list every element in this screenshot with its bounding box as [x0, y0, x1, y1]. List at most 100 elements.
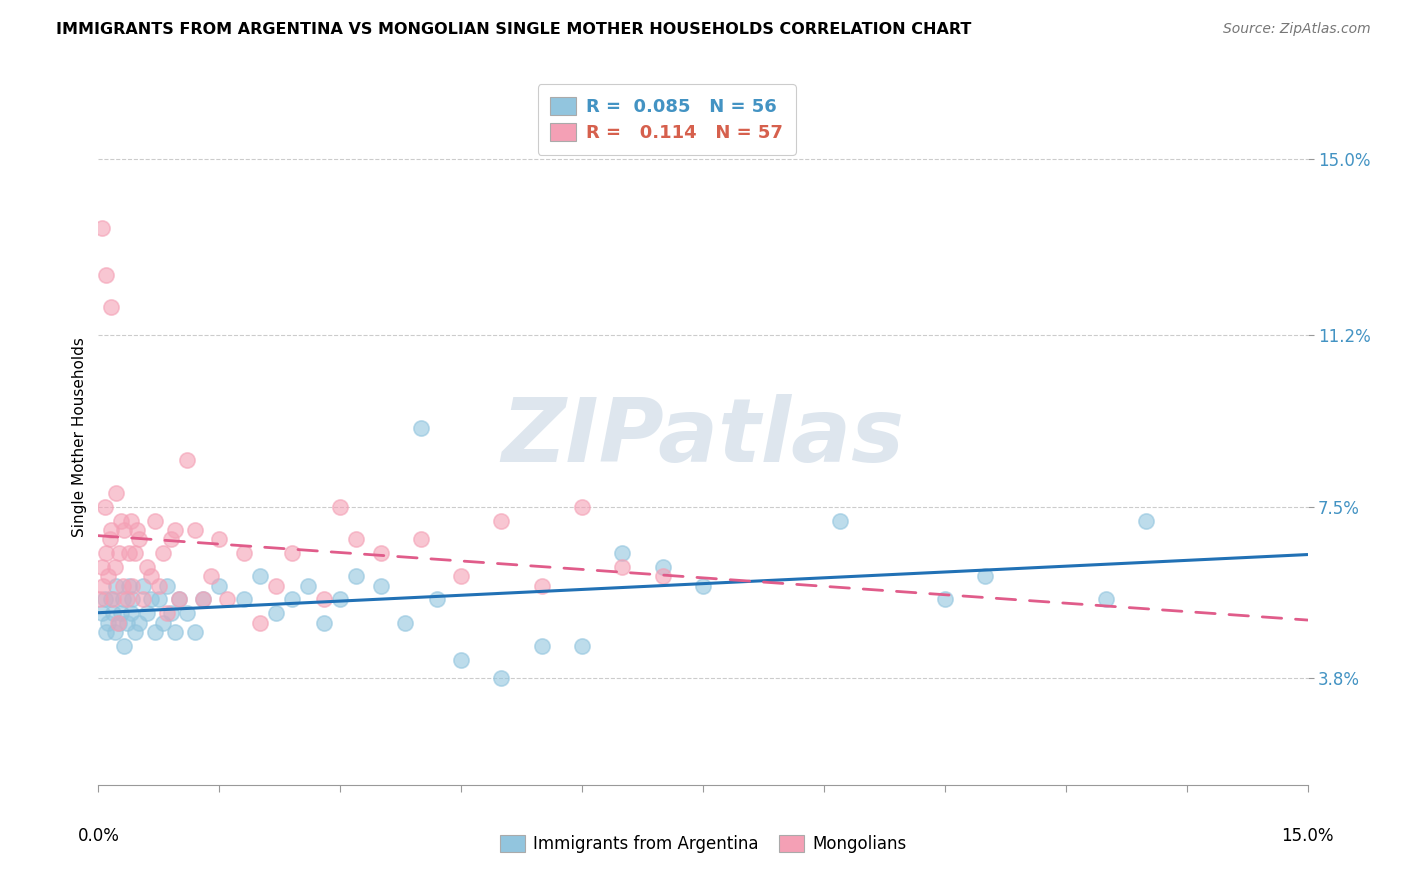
Point	[110, 514, 132, 528]
Point	[217, 592, 239, 607]
Point	[394, 615, 416, 630]
Point	[89, 592, 111, 607]
Point	[651, 560, 673, 574]
Point	[124, 546, 146, 560]
Point	[160, 532, 183, 546]
Point	[97, 615, 120, 630]
Legend: Immigrants from Argentina, Mongolians: Immigrants from Argentina, Mongolians	[494, 829, 912, 860]
Point	[105, 578, 128, 592]
Point	[167, 592, 190, 607]
Point	[409, 421, 432, 435]
Point	[132, 592, 155, 607]
Point	[297, 578, 319, 592]
Point	[156, 578, 179, 592]
Point	[107, 615, 129, 630]
Point	[101, 592, 124, 607]
Point	[1135, 514, 1157, 528]
Point	[101, 607, 124, 621]
Point	[612, 560, 634, 574]
Point	[692, 578, 714, 592]
Point	[571, 500, 593, 514]
Point	[110, 607, 132, 621]
Y-axis label: Single Mother Households: Single Mother Households	[72, 337, 87, 537]
Point	[249, 569, 271, 583]
Point	[193, 592, 215, 607]
Point	[409, 532, 432, 546]
Point	[1095, 592, 1118, 607]
Point	[934, 592, 956, 607]
Point	[571, 639, 593, 653]
Point	[115, 615, 138, 630]
Point	[450, 569, 472, 583]
Point	[370, 578, 392, 592]
Point	[184, 624, 207, 639]
Point	[530, 578, 553, 592]
Point	[118, 578, 141, 592]
Point	[128, 615, 150, 630]
Point	[100, 300, 122, 314]
Point	[121, 592, 143, 607]
Point	[281, 546, 304, 560]
Point	[115, 592, 138, 607]
Point	[232, 546, 254, 560]
Point	[156, 607, 179, 621]
Point	[148, 578, 170, 592]
Point	[152, 615, 174, 630]
Point	[232, 592, 254, 607]
Point	[96, 268, 118, 282]
Point	[98, 532, 121, 546]
Point	[135, 607, 157, 621]
Point	[105, 485, 128, 500]
Point	[103, 624, 125, 639]
Point	[94, 592, 117, 607]
Point	[491, 671, 513, 685]
Point	[97, 569, 120, 583]
Point	[112, 639, 135, 653]
Point	[167, 592, 190, 607]
Point	[281, 592, 304, 607]
Point	[91, 607, 114, 621]
Point	[108, 546, 131, 560]
Point	[651, 569, 673, 583]
Point	[148, 592, 170, 607]
Point	[143, 624, 166, 639]
Point	[143, 514, 166, 528]
Point	[450, 653, 472, 667]
Point	[96, 624, 118, 639]
Point	[612, 546, 634, 560]
Point	[370, 546, 392, 560]
Point	[200, 569, 222, 583]
Point	[974, 569, 997, 583]
Point	[152, 546, 174, 560]
Point	[120, 607, 142, 621]
Point	[94, 500, 117, 514]
Point	[264, 578, 287, 592]
Point	[329, 500, 352, 514]
Point	[314, 592, 336, 607]
Point	[184, 523, 207, 537]
Text: ZIPatlas: ZIPatlas	[502, 393, 904, 481]
Point	[118, 546, 141, 560]
Point	[127, 523, 149, 537]
Point	[249, 615, 271, 630]
Point	[530, 639, 553, 653]
Point	[160, 607, 183, 621]
Point	[100, 523, 122, 537]
Point	[491, 514, 513, 528]
Text: Source: ZipAtlas.com: Source: ZipAtlas.com	[1223, 22, 1371, 37]
Point	[208, 532, 231, 546]
Point	[163, 624, 186, 639]
Point	[426, 592, 449, 607]
Point	[208, 578, 231, 592]
Point	[344, 532, 367, 546]
Text: 0.0%: 0.0%	[77, 827, 120, 845]
Point	[139, 569, 162, 583]
Point	[135, 560, 157, 574]
Point	[132, 578, 155, 592]
Point	[90, 560, 112, 574]
Point	[828, 514, 851, 528]
Point	[100, 592, 122, 607]
Text: IMMIGRANTS FROM ARGENTINA VS MONGOLIAN SINGLE MOTHER HOUSEHOLDS CORRELATION CHAR: IMMIGRANTS FROM ARGENTINA VS MONGOLIAN S…	[56, 22, 972, 37]
Point	[139, 592, 162, 607]
Point	[176, 607, 198, 621]
